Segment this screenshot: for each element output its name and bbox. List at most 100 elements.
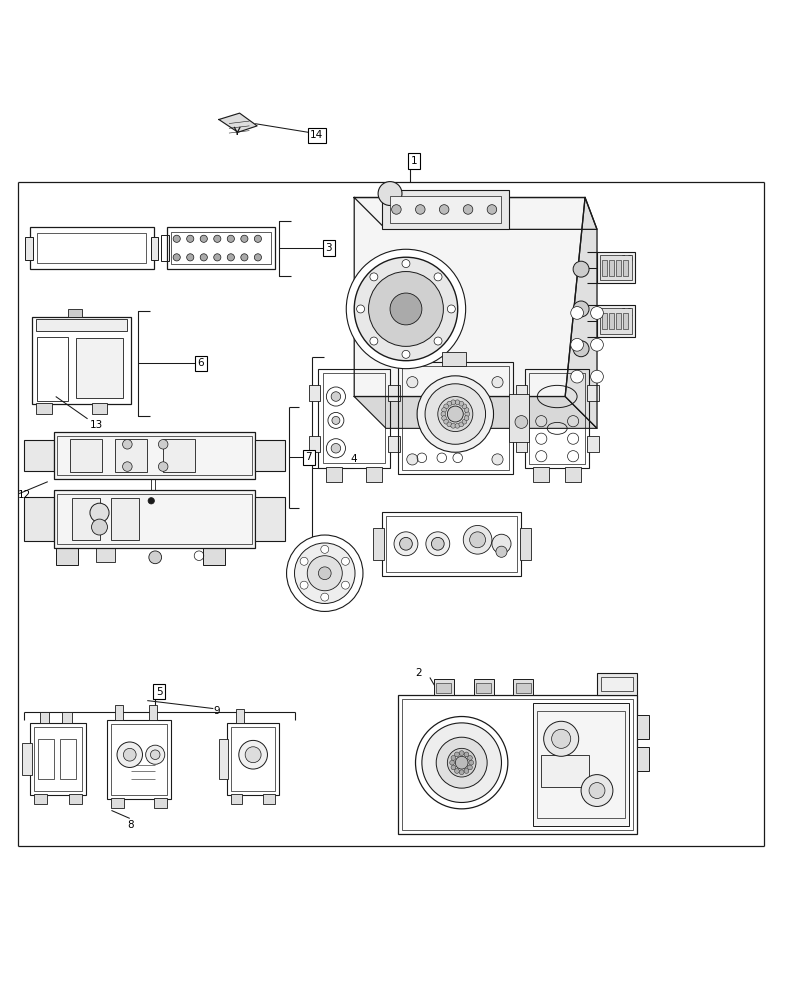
Circle shape — [451, 765, 456, 770]
Circle shape — [239, 740, 267, 769]
Bar — [30, 723, 86, 795]
Circle shape — [447, 401, 452, 406]
Circle shape — [571, 338, 583, 351]
Bar — [227, 723, 279, 795]
Bar — [474, 679, 494, 695]
Bar — [398, 362, 513, 474]
Polygon shape — [565, 198, 597, 428]
Bar — [68, 309, 82, 317]
Circle shape — [464, 408, 469, 412]
Circle shape — [571, 307, 583, 319]
Circle shape — [451, 400, 455, 405]
Bar — [62, 712, 72, 723]
Bar — [529, 373, 585, 464]
Bar — [111, 724, 167, 795]
Circle shape — [402, 350, 410, 358]
Circle shape — [416, 205, 425, 214]
Bar — [37, 233, 146, 263]
Circle shape — [150, 750, 160, 759]
Bar — [171, 232, 271, 264]
Circle shape — [370, 337, 378, 345]
Bar — [516, 683, 531, 693]
Bar — [520, 528, 531, 560]
Circle shape — [451, 756, 456, 760]
Circle shape — [444, 419, 449, 424]
Circle shape — [492, 454, 503, 465]
Circle shape — [416, 717, 508, 809]
Polygon shape — [354, 198, 597, 229]
Bar — [533, 467, 549, 482]
Circle shape — [434, 337, 442, 345]
Text: 2: 2 — [416, 668, 422, 678]
Bar — [115, 439, 147, 472]
Bar — [24, 497, 54, 541]
Circle shape — [447, 305, 455, 313]
Text: 12: 12 — [18, 490, 31, 500]
Circle shape — [287, 535, 363, 611]
Circle shape — [573, 301, 589, 317]
Circle shape — [90, 503, 109, 522]
Bar — [436, 683, 451, 693]
Bar — [609, 260, 614, 276]
Bar — [600, 308, 632, 334]
Circle shape — [307, 556, 342, 591]
Bar — [516, 385, 527, 400]
Circle shape — [369, 272, 443, 346]
Circle shape — [378, 182, 402, 205]
Circle shape — [444, 404, 449, 409]
Circle shape — [186, 254, 194, 261]
Circle shape — [240, 235, 248, 242]
Bar — [388, 436, 400, 452]
Bar — [525, 369, 589, 468]
Bar — [309, 385, 320, 400]
Text: 4: 4 — [350, 454, 357, 464]
Bar — [96, 546, 115, 562]
Bar — [587, 385, 599, 400]
Bar — [402, 366, 509, 470]
Bar — [154, 798, 167, 808]
Circle shape — [464, 752, 469, 757]
Circle shape — [459, 770, 464, 775]
Bar — [386, 516, 517, 572]
Circle shape — [455, 400, 460, 405]
Circle shape — [441, 412, 446, 416]
Circle shape — [442, 416, 447, 421]
Bar — [623, 260, 628, 276]
Bar — [509, 394, 529, 442]
Circle shape — [354, 257, 458, 361]
Bar — [513, 679, 533, 695]
Circle shape — [390, 293, 422, 325]
Circle shape — [455, 756, 468, 769]
Text: 10: 10 — [621, 255, 634, 265]
Bar — [37, 337, 68, 400]
Circle shape — [213, 254, 221, 261]
Circle shape — [465, 412, 470, 416]
Circle shape — [228, 254, 235, 261]
Circle shape — [581, 775, 613, 806]
Bar — [565, 467, 581, 482]
Bar — [602, 313, 607, 329]
Bar — [601, 677, 633, 691]
Bar — [72, 498, 100, 540]
Bar — [30, 227, 154, 269]
Circle shape — [426, 532, 450, 556]
Circle shape — [332, 416, 340, 424]
Bar — [76, 338, 123, 398]
Bar — [236, 709, 244, 723]
Circle shape — [462, 404, 466, 409]
Circle shape — [455, 423, 460, 428]
Circle shape — [255, 235, 261, 242]
Text: 9: 9 — [213, 706, 220, 716]
Circle shape — [123, 748, 136, 761]
Circle shape — [431, 537, 444, 550]
Bar — [326, 467, 342, 482]
Bar — [390, 196, 501, 223]
Bar — [442, 352, 466, 366]
Circle shape — [463, 525, 492, 554]
Circle shape — [434, 273, 442, 281]
Circle shape — [438, 397, 473, 432]
Circle shape — [544, 721, 579, 756]
Circle shape — [341, 581, 349, 589]
Circle shape — [442, 408, 447, 412]
Bar — [36, 319, 127, 331]
